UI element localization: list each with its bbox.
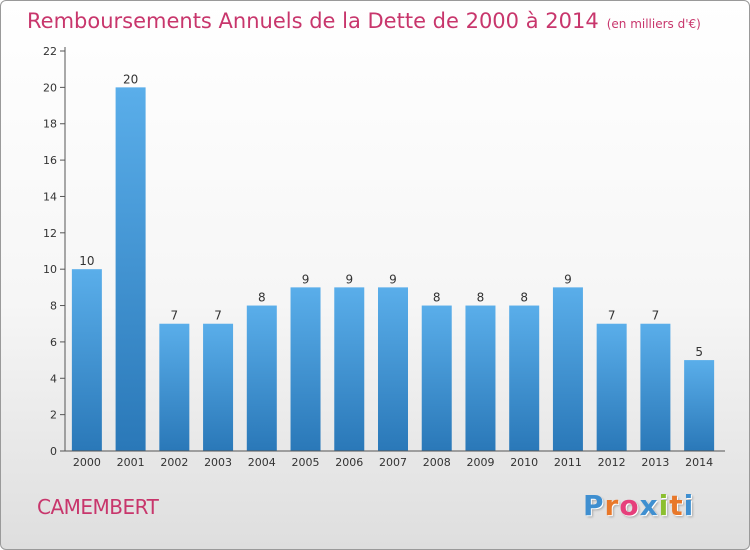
x-tick-label: 2004 [248,456,276,469]
x-tick-label: 2001 [117,456,145,469]
value-label: 8 [258,291,266,305]
logo-letter: t [669,489,684,522]
bar [552,287,583,451]
y-tick-label: 16 [43,154,57,167]
logo-letter: i [658,489,670,522]
value-label: 7 [652,309,660,323]
value-label: 20 [123,72,138,86]
y-tick-label: 4 [50,372,57,385]
value-label: 7 [214,309,222,323]
x-tick-label: 2000 [73,456,101,469]
bar [159,323,190,451]
y-tick-label: 2 [50,409,57,422]
bar [290,287,321,451]
bar [71,269,102,451]
value-label: 8 [520,291,528,305]
x-tick-label: 2006 [335,456,363,469]
bar [115,87,146,451]
value-label: 9 [345,272,353,286]
y-tick-label: 0 [50,445,57,458]
bar [684,360,715,451]
x-tick-label: 2014 [685,456,713,469]
x-tick-label: 2007 [379,456,407,469]
x-tick-label: 2003 [204,456,232,469]
bar [465,305,496,451]
logo-letter: i [683,489,695,522]
proxiti-logo: Proxiti [583,489,694,522]
value-label: 8 [433,291,441,305]
bar [509,305,540,451]
logo-letter: P [583,489,605,522]
x-tick-label: 2009 [466,456,494,469]
bar [378,287,408,451]
title-text: Remboursements Annuels de la Dette de 20… [27,9,599,33]
bar [246,305,277,451]
y-tick-label: 12 [43,227,57,240]
y-tick-label: 6 [50,336,57,349]
value-label: 9 [389,272,397,286]
value-label: 10 [79,254,94,268]
value-label: 7 [171,309,179,323]
x-tick-label: 2013 [641,456,669,469]
y-tick-label: 14 [43,190,57,203]
bar [596,323,627,451]
logo-letter: x [639,489,659,522]
chart-title: Remboursements Annuels de la Dette de 20… [27,9,701,33]
chart-subtitle: (en milliers d'€) [606,17,701,31]
x-tick-label: 2011 [554,456,582,469]
y-tick-label: 8 [50,300,57,313]
bars-layer: 10 20 7 7 8 9 9 9 8 8 8 9 7 7 5 [71,72,715,451]
value-label: 5 [695,345,703,359]
y-tick-label: 22 [43,45,57,58]
value-label: 9 [302,272,310,286]
value-label: 8 [477,291,485,305]
bar [203,323,234,451]
bar [421,305,452,451]
logo-letter: o [619,489,640,522]
bar [334,287,365,451]
value-label: 9 [564,272,572,286]
axes-layer: 2000 2001 2002 2003 2004 2005 2006 2007 2008 2009… [43,45,725,469]
logo-letter: r [604,489,620,522]
x-tick-label: 2005 [292,456,320,469]
y-tick-label: 20 [43,81,57,94]
x-tick-label: 2002 [160,456,188,469]
y-tick-label: 18 [43,118,57,131]
bar [640,323,671,451]
x-tick-label: 2008 [423,456,451,469]
x-tick-label: 2012 [598,456,626,469]
commune-name: CAMEMBERT [37,495,159,519]
x-tick-label: 2010 [510,456,538,469]
value-label: 7 [608,309,616,323]
y-tick-label: 10 [43,263,57,276]
